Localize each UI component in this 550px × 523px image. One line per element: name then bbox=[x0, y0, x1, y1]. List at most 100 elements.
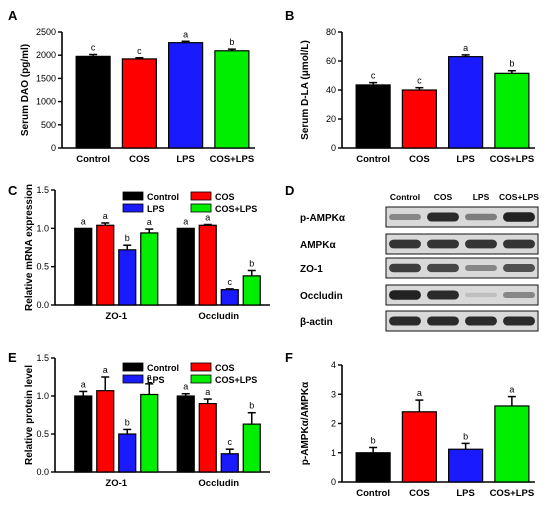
x-category-label: LPS bbox=[176, 154, 194, 165]
blot-column-label: Control bbox=[390, 192, 420, 202]
y-tick-label: 500 bbox=[41, 120, 56, 130]
legend-swatch bbox=[122, 362, 144, 372]
legend-swatch bbox=[122, 191, 144, 201]
significance-letter: c bbox=[371, 71, 376, 81]
y-tick-label: 0.5 bbox=[36, 429, 49, 439]
blot-band bbox=[389, 316, 421, 326]
x-category-label: Occludin bbox=[198, 311, 239, 322]
significance-letter: a bbox=[183, 29, 188, 39]
x-category-label: Control bbox=[356, 488, 390, 499]
bar bbox=[140, 232, 159, 306]
blot-band bbox=[389, 213, 421, 221]
bar bbox=[96, 390, 115, 473]
significance-letter: b bbox=[125, 417, 130, 427]
panel-label-b: B bbox=[285, 8, 294, 23]
bar bbox=[494, 72, 530, 149]
bar bbox=[118, 249, 137, 306]
blot-strip bbox=[385, 310, 539, 332]
legend-label: COS+LPS bbox=[215, 375, 257, 385]
significance-letter: a bbox=[103, 365, 108, 375]
y-tick-label: 2 bbox=[331, 419, 336, 429]
x-category-label: LPS bbox=[456, 154, 474, 165]
bar bbox=[75, 55, 111, 149]
x-category-label: Control bbox=[76, 154, 110, 165]
blot-row-label: p-AMPKα bbox=[300, 213, 346, 224]
legend-label: Control bbox=[147, 192, 179, 202]
y-tick-label: 0.0 bbox=[36, 467, 49, 477]
legend-label: LPS bbox=[147, 375, 165, 385]
chart-panel-a: 0 500 1000 1500 2000 2500 Serum DAO (pg/ml) c Co… bbox=[20, 27, 255, 165]
y-tick-label: 0 bbox=[331, 143, 336, 153]
blot-row-label: β-actin bbox=[300, 317, 333, 328]
y-tick-label: 1.5 bbox=[36, 353, 49, 363]
panel-label-a: A bbox=[8, 8, 18, 23]
bar bbox=[176, 227, 195, 306]
y-axis-title: Relative mRNA expression bbox=[24, 184, 35, 311]
significance-letter: b bbox=[125, 233, 130, 243]
blot-row-label: AMPKα bbox=[300, 240, 336, 251]
y-tick-label: 0 bbox=[51, 143, 56, 153]
y-axis-title: Serum DAO (pg/ml) bbox=[20, 44, 31, 136]
x-category-label: LPS bbox=[456, 488, 474, 499]
blot-band bbox=[389, 239, 421, 249]
bar bbox=[140, 393, 159, 473]
bar bbox=[168, 42, 204, 149]
x-category-label: COS bbox=[409, 154, 430, 165]
y-tick-label: 1500 bbox=[36, 73, 56, 83]
blot-band bbox=[427, 290, 459, 300]
blot-column-label: COS+LPS bbox=[499, 192, 539, 202]
chart-panel-f: 0 1 2 3 4 p-AMPKα/AMPKα b Control a COS b LPS a COS+L… bbox=[300, 360, 535, 499]
significance-letter: c bbox=[228, 437, 233, 447]
bar bbox=[198, 403, 217, 473]
bar bbox=[401, 89, 437, 149]
panel-label-c: C bbox=[8, 183, 18, 198]
significance-letter: a bbox=[147, 217, 152, 227]
legend-swatch bbox=[122, 203, 144, 213]
bar bbox=[448, 448, 484, 483]
significance-letter: a bbox=[463, 43, 468, 53]
bar bbox=[448, 56, 484, 149]
x-category-label: Occludin bbox=[198, 478, 239, 489]
significance-letter: a bbox=[81, 216, 86, 226]
x-category-label: COS+LPS bbox=[490, 154, 535, 165]
significance-letter: c bbox=[417, 76, 422, 86]
blot-band bbox=[465, 264, 497, 272]
bar bbox=[494, 405, 530, 483]
bar bbox=[220, 289, 239, 306]
x-category-label: COS+LPS bbox=[210, 154, 255, 165]
panel-label-e: E bbox=[8, 350, 17, 365]
y-tick-label: 3 bbox=[331, 389, 336, 399]
x-category-label: ZO-1 bbox=[105, 478, 127, 489]
y-tick-label: 40 bbox=[326, 85, 336, 95]
blot-band bbox=[465, 316, 497, 326]
bar bbox=[121, 58, 157, 149]
y-tick-label: 0.5 bbox=[36, 262, 49, 272]
blot-band bbox=[465, 239, 497, 249]
bar bbox=[96, 224, 115, 306]
significance-letter: b bbox=[509, 59, 514, 69]
blot-band bbox=[389, 290, 421, 300]
panel-label-d: D bbox=[285, 183, 294, 198]
bar bbox=[74, 395, 93, 473]
significance-letter: c bbox=[91, 43, 96, 53]
bar bbox=[198, 224, 217, 306]
y-tick-label: 4 bbox=[331, 360, 336, 370]
blot-strip bbox=[385, 233, 539, 255]
y-axis-title: Serum D-LA (μmol/L) bbox=[300, 40, 311, 140]
western-blot-panel-d: Control COS LPS COS+LPS p-AMPKα AMPKα ZO-1 Occl… bbox=[300, 192, 539, 332]
bar bbox=[401, 411, 437, 483]
y-tick-label: 0.0 bbox=[36, 300, 49, 310]
blot-column-label: LPS bbox=[473, 192, 490, 202]
legend-swatch bbox=[122, 374, 144, 384]
significance-letter: c bbox=[137, 46, 142, 56]
legend-label: COS bbox=[215, 192, 235, 202]
blot-row-label: ZO-1 bbox=[300, 264, 323, 275]
legend-swatch bbox=[190, 203, 212, 213]
significance-letter: a bbox=[509, 385, 514, 395]
bar bbox=[74, 227, 93, 306]
y-tick-label: 80 bbox=[326, 27, 336, 37]
bar bbox=[118, 433, 137, 473]
chart-panel-b: 0 20 40 60 80 Serum D-LA (μmol/L) c Control c COS… bbox=[300, 27, 535, 165]
